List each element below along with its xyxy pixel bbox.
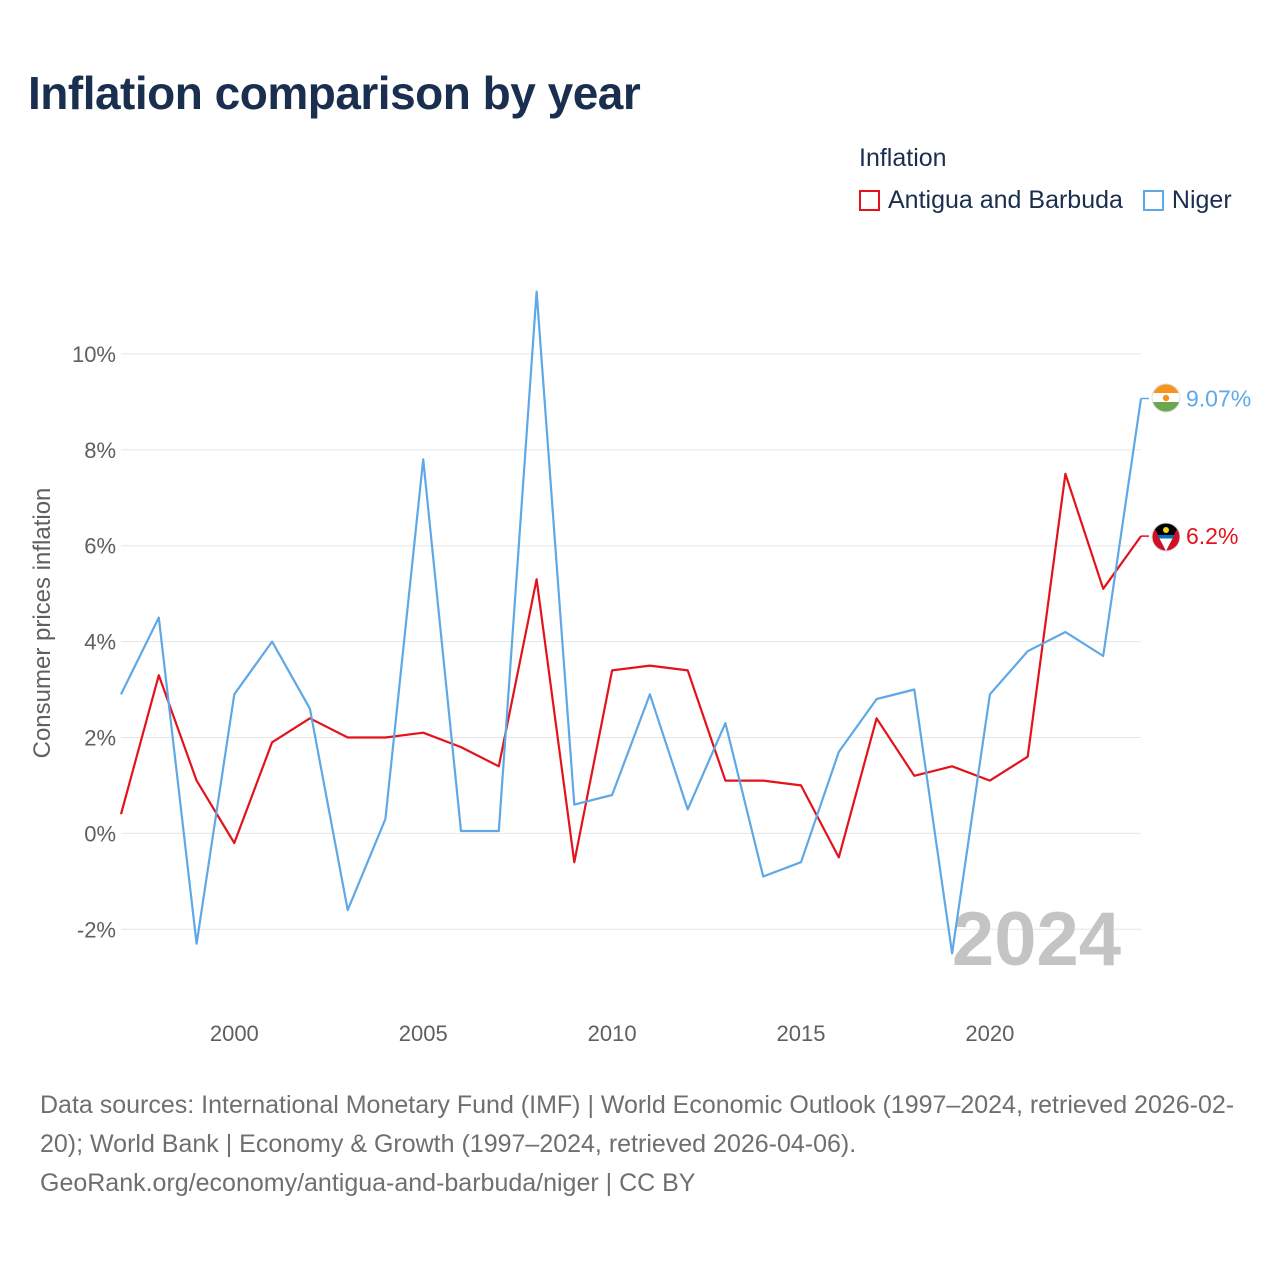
y-tick-label: 0% [84,821,116,846]
legend-swatch-antigua-and-barbuda [859,190,880,211]
y-axis-ticks: -2% 0% 2% 4% 6% 8% 10% [72,342,116,942]
y-tick-label: 4% [84,630,116,655]
x-tick-label: 2000 [210,1021,259,1046]
x-tick-label: 2020 [965,1021,1014,1046]
y-tick-label: 10% [72,342,116,367]
antigua-and-barbuda-flag-icon [1151,522,1181,552]
x-tick-label: 2010 [588,1021,637,1046]
chart-title: Inflation comparison by year [28,67,641,119]
y-tick-label: -2% [77,917,116,942]
line-chart: -2% 0% 2% 4% 6% 8% 10% 2000 2005 2010 2015 2020 Co… [29,290,1251,1046]
series-lines [119,290,1143,955]
legend-label-niger: Niger [1171,186,1232,214]
niger-flag-icon [1151,383,1181,413]
year-watermark: 2024 [952,897,1121,982]
end-value-antigua-and-barbuda: 6.2% [1186,523,1238,549]
y-axis-label: Consumer prices inflation [29,488,56,759]
legend-swatch-niger [1142,190,1164,211]
y-tick-label: 6% [84,534,116,559]
series-line-antigua-and-barbuda [119,472,1142,864]
legend-title: Inflation [859,144,947,172]
x-tick-label: 2015 [777,1021,826,1046]
end-value-niger: 9.07% [1186,385,1251,411]
legend: Antigua and Barbuda Niger [859,186,1232,215]
legend-label-antigua-and-barbuda: Antigua and Barbuda [888,186,1123,214]
footer: Data sources: International Monetary Fun… [40,1086,1255,1203]
end-labels: 6.2% 9.07% [1141,385,1251,549]
x-axis-ticks: 2000 2005 2010 2015 2020 [210,1021,1015,1046]
x-tick-label: 2005 [399,1021,448,1046]
y-tick-label: 2% [84,725,116,750]
legend-item-niger[interactable]: Niger [1142,186,1232,215]
legend-item-antigua-and-barbuda[interactable]: Antigua and Barbuda [859,186,1123,215]
y-tick-label: 8% [84,438,116,463]
grid-lines [121,353,1141,930]
series-line-niger [120,290,1143,955]
credit-link[interactable]: GeoRank.org/economy/antigua-and-barbuda/… [40,1169,696,1197]
data-sources: Data sources: International Monetary Fun… [40,1091,1235,1158]
